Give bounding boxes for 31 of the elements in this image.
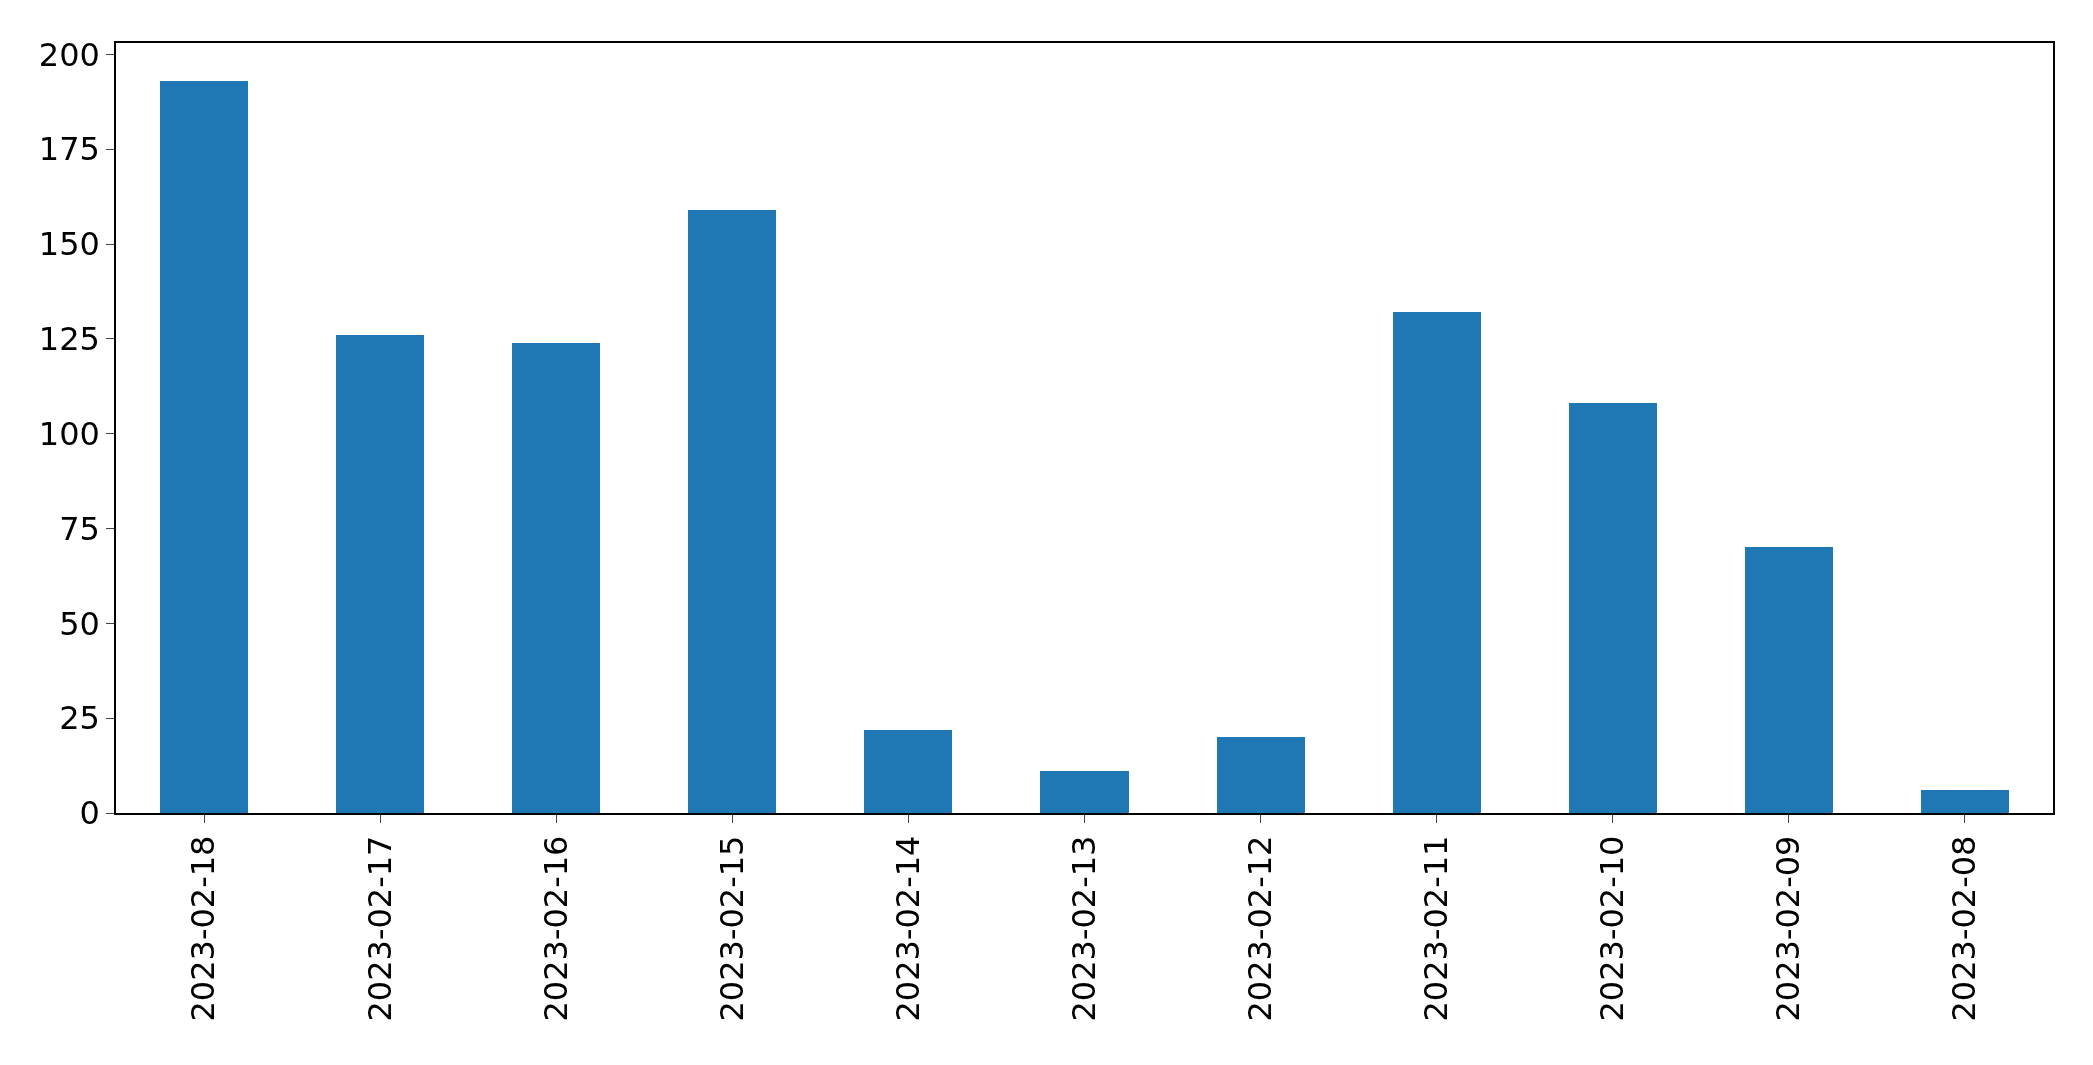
bar <box>1040 771 1129 813</box>
y-tick-label: 0 <box>79 794 100 833</box>
y-tick-label: 75 <box>59 509 100 548</box>
x-tick-label: 2023-02-13 <box>1064 835 1103 1022</box>
x-tick-label: 2023-02-18 <box>184 835 223 1022</box>
y-tick-label: 100 <box>38 414 100 453</box>
x-tick-label: 2023-02-10 <box>1593 835 1632 1022</box>
x-tick-label: 2023-02-11 <box>1417 835 1456 1022</box>
x-tick-label: 2023-02-15 <box>712 835 751 1022</box>
x-tick-label: 2023-02-17 <box>360 835 399 1022</box>
y-tick-label: 150 <box>38 225 100 264</box>
y-tick-label: 125 <box>38 320 100 359</box>
bar <box>160 81 248 813</box>
bar <box>1745 547 1833 813</box>
x-tick-label: 2023-02-09 <box>1769 835 1808 1022</box>
bar <box>1921 790 2009 813</box>
y-tick-label: 200 <box>38 35 100 74</box>
bar <box>336 335 424 813</box>
x-tick-label: 2023-02-08 <box>1945 835 1984 1022</box>
bar <box>1217 737 1305 813</box>
y-tick-label: 25 <box>59 699 100 738</box>
bar <box>864 730 952 813</box>
x-tick-label: 2023-02-12 <box>1240 835 1279 1022</box>
x-tick-label: 2023-02-14 <box>888 835 927 1022</box>
bar <box>1393 312 1481 813</box>
bar <box>688 210 776 813</box>
bar <box>1569 403 1657 813</box>
y-tick-label: 175 <box>38 130 100 169</box>
y-tick-label: 50 <box>59 604 100 643</box>
bar <box>512 343 600 813</box>
x-tick-label: 2023-02-16 <box>536 835 575 1022</box>
